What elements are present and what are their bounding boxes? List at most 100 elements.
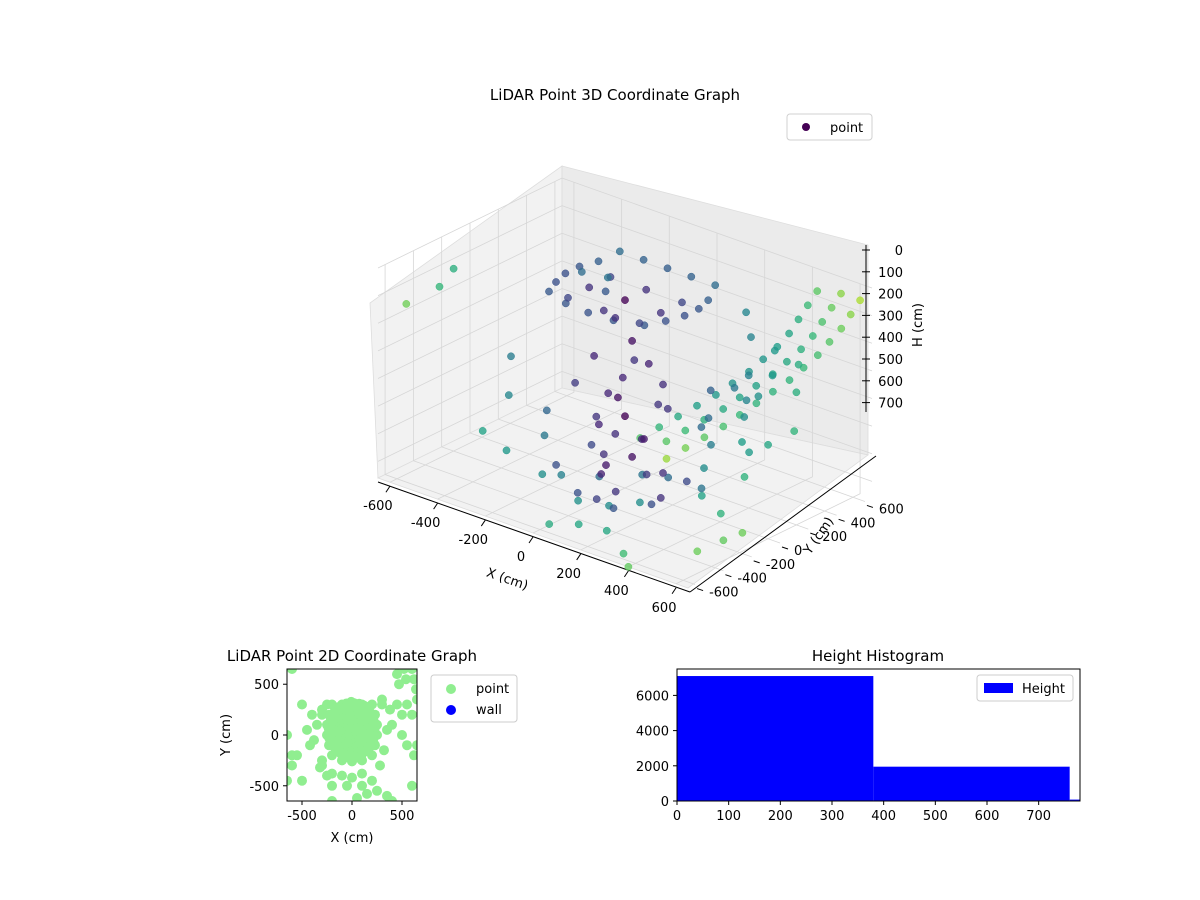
chart-3d-grid-x (389, 182, 575, 483)
chart-3d-grid-z (377, 232, 873, 344)
chart-3d-point (687, 272, 696, 281)
chart-3d-point (599, 306, 608, 315)
chart-3d-z-tick-label: 700 (878, 397, 903, 412)
chart-3d-grid-y (441, 236, 752, 558)
chart-2d-point (342, 780, 352, 791)
chart-3d-point (621, 412, 629, 421)
chart-3d-point (664, 473, 673, 482)
chart-3d-point (856, 296, 864, 305)
chart-3d-point (635, 319, 644, 328)
chart-3d-x-tick-label: -600 (363, 499, 393, 514)
chart-3d-grid-z (377, 288, 873, 399)
chart-2d-legend-label-point: point (476, 682, 509, 697)
chart-3d-point (561, 269, 570, 278)
chart-3d-point (662, 454, 671, 463)
chart-3d-z-tick-label: 600 (878, 375, 903, 390)
chart-2d-y-label: Y (cm) (219, 714, 234, 757)
chart-3d-y-tick-label: -600 (709, 586, 739, 601)
chart-3d-point (655, 423, 664, 432)
chart-3d-point (542, 406, 551, 415)
chart-3d-point (770, 346, 779, 355)
chart-3d-point (435, 282, 444, 291)
chart-3d-grid-x (532, 233, 718, 534)
chart-3d-point (585, 283, 594, 292)
chart-3d-x-tick-label: -400 (411, 516, 441, 531)
chart-3d-point (594, 257, 603, 266)
chart-hist-bars (677, 676, 1080, 801)
chart-3d-point (827, 303, 836, 312)
chart-hist-x-tick-label: 700 (1026, 809, 1051, 824)
chart-2d-point (305, 740, 315, 751)
chart-3d-point (642, 285, 651, 294)
chart-2d-point (401, 674, 411, 685)
chart-hist-x-tick-label: 100 (716, 809, 741, 824)
chart-3d-y-tick (753, 560, 760, 564)
chart-3d-point (711, 281, 720, 290)
chart-hist-ticks: 0 100 200 300 400 500 600 700 0 2000 4000 6000 (636, 689, 1051, 824)
chart-3d-point (837, 324, 846, 333)
chart-3d-point (599, 450, 608, 459)
chart-hist-x-tick-label: 0 (673, 809, 681, 824)
chart-3d-point (545, 287, 553, 296)
chart-2d-point (357, 780, 367, 791)
chart-2d-legend-marker-point (446, 684, 456, 694)
chart-2d-point (375, 760, 385, 771)
chart-3d-y-tick (725, 574, 732, 578)
chart-3d-y-tick-label: 600 (879, 502, 904, 517)
chart-3d-point (697, 423, 706, 431)
chart-3d-point (659, 380, 667, 389)
chart-2d-point (322, 770, 332, 781)
chart-hist-x-tick-label: 300 (820, 809, 845, 824)
chart-3d-point (704, 296, 713, 305)
chart-2d-point (323, 723, 334, 734)
chart-3d-point (738, 438, 746, 446)
chart-3d-point (790, 427, 799, 435)
chart-2d-point (411, 684, 417, 695)
chart-3d-point (663, 404, 672, 413)
chart-2d-point (372, 785, 382, 796)
chart-3d-point (595, 420, 603, 429)
chart-hist-legend-label: Height (1022, 682, 1065, 697)
chart-3d-point (735, 393, 744, 402)
chart-3d-legend: point (786, 113, 873, 141)
chart-3d-y-tick-label: 0 (794, 544, 802, 559)
chart-3d-point (571, 378, 579, 387)
chart-2d-point (392, 669, 402, 680)
chart-2d-point (297, 775, 307, 786)
chart-2d: LiDAR Point 2D Coordinate Graph -500 0 500… (219, 647, 518, 846)
chart-2d-point (307, 709, 317, 720)
chart-3d-x-tick (576, 553, 582, 561)
chart-2d-x-tick-label: 500 (390, 809, 415, 824)
chart-3d-title: LiDAR Point 3D Coordinate Graph (490, 86, 740, 104)
chart-3d-pane-floor (376, 387, 869, 589)
chart-3d-grid-y (526, 195, 837, 516)
chart-3d-point (402, 300, 411, 308)
chart-2d-point (397, 709, 407, 720)
chart-3d-point (611, 314, 620, 322)
chart-3d-legend-label: point (830, 121, 863, 136)
chart-3d-point (712, 391, 720, 399)
chart-3d-point (602, 526, 611, 535)
chart-3d-point (740, 473, 749, 481)
chart-3d-point (661, 317, 670, 325)
chart-2d-point (409, 750, 417, 761)
chart-3d-point (783, 357, 791, 366)
chart-3d-point (615, 247, 624, 256)
chart-3d-point (794, 360, 803, 369)
chart-2d-point (370, 721, 381, 732)
chart-3d-point (602, 461, 610, 469)
chart-3d-x-tick-label: 200 (556, 567, 581, 582)
chart-3d-point (597, 470, 606, 478)
chart-3d-point (592, 412, 601, 421)
chart-hist-x-tick-label: 400 (871, 809, 896, 824)
chart-3d-grid-z (377, 205, 873, 317)
chart-3d-point (694, 304, 703, 313)
chart-3d-z-tick-label: 200 (878, 288, 903, 303)
chart-2d-y-tick-label: -500 (249, 780, 279, 795)
chart-2d-point (317, 760, 327, 771)
chart-3d-point (742, 308, 750, 317)
chart-3d-point (704, 414, 713, 422)
chart-2d-point (352, 793, 362, 801)
chart-3d-point (846, 310, 855, 319)
